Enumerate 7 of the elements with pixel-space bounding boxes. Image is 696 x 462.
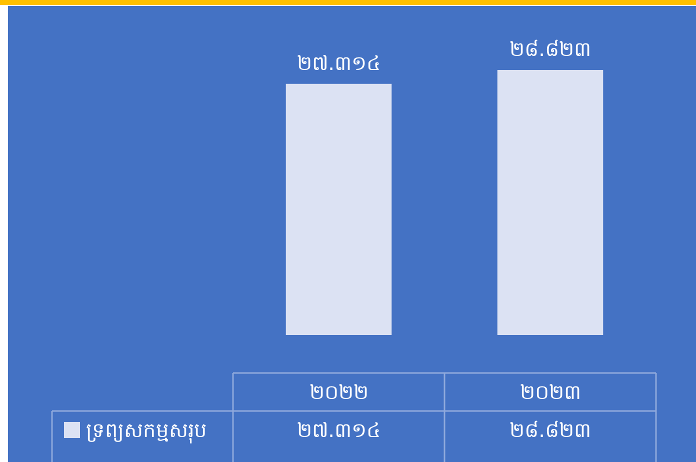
- data-label: ២៨.៨២៣: [510, 418, 591, 442]
- x-tick-label: ២០២៣: [520, 380, 581, 404]
- text: ២៨.៨២៣: [510, 37, 591, 61]
- x-tick-label: ២០២២: [309, 380, 368, 404]
- legend-label: ទ្រព្យសកម្មសរុប: [86, 418, 207, 444]
- text: ២៧.៣១៤: [297, 50, 380, 75]
- data-label: ២៧.៣១៤: [297, 418, 380, 442]
